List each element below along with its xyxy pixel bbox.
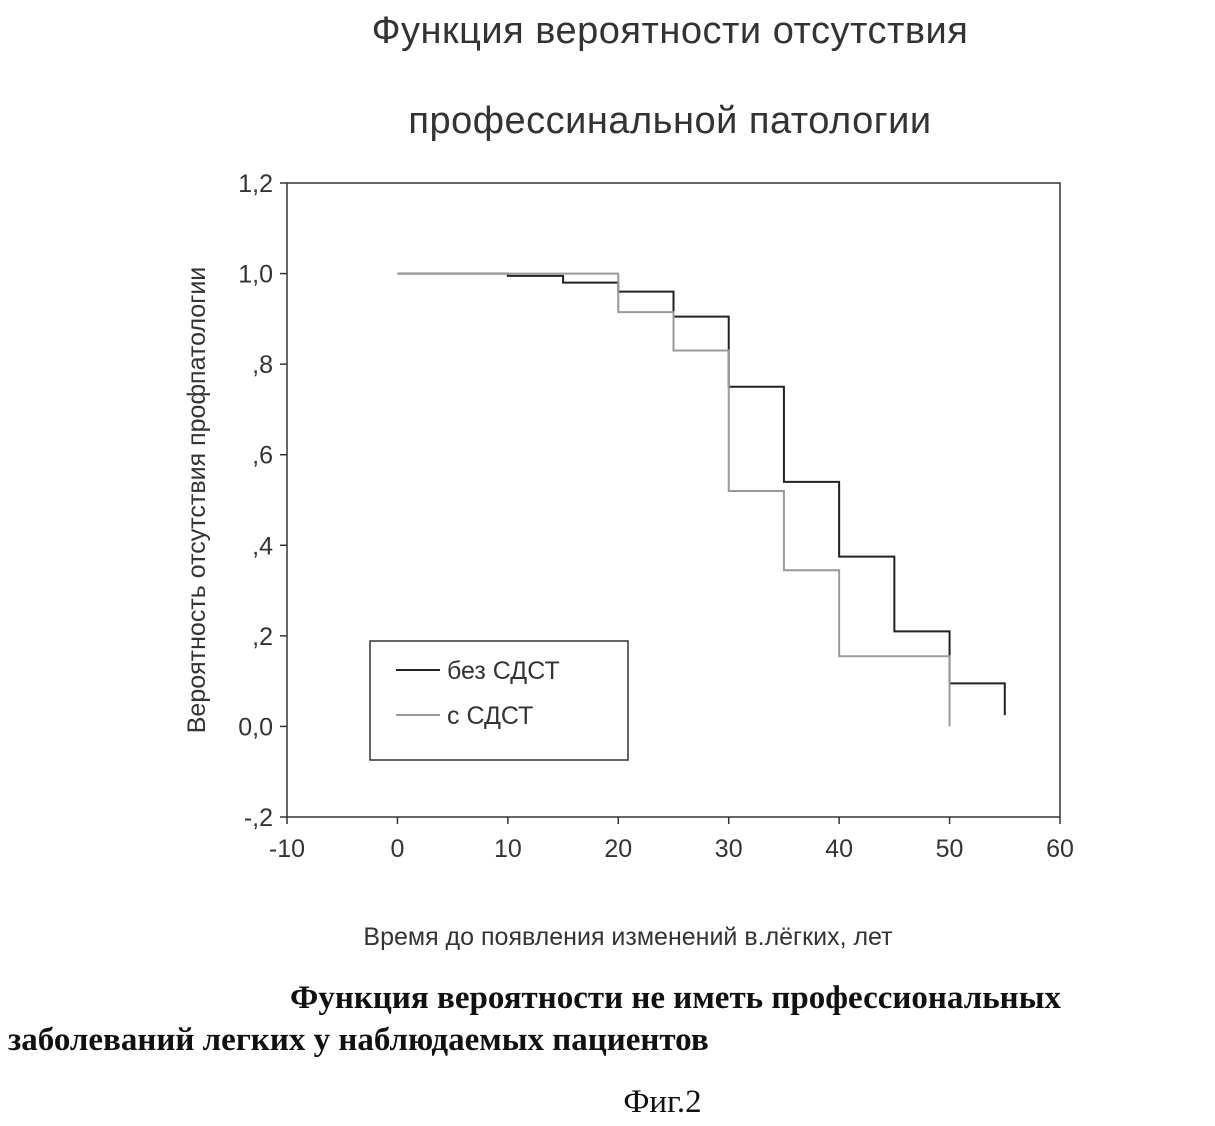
x-tick-label: 40 [825,835,853,863]
x-tick-label: 10 [494,835,522,863]
x-tick-label: 50 [936,835,964,863]
figure-label: Фиг.2 [0,1084,1215,1121]
x-tick-label: -10 [269,835,305,863]
y-tick-label: 1,0 [238,261,273,289]
y-tick-label: 0,0 [238,713,273,741]
x-tick-label: 0 [390,835,404,863]
chart-svg: -,2 0,0 ,2 ,4 ,6 ,8 1,0 1,2 -10 0 10 20 30 40 50 60 Ве… [0,0,1215,960]
caption-line2: заболеваний легких у наблюдаемых пациент… [8,1022,709,1059]
y-tick-label: ,8 [252,351,273,379]
legend-label-2: с СДСТ [447,702,533,730]
y-tick-label: ,4 [252,532,273,560]
legend: без СДСТ с СДСТ [370,641,628,760]
y-tick-label: -,2 [244,804,273,832]
x-tick-label: 60 [1046,835,1074,863]
y-axis-label: Вероятность отсутствия профпатологии [183,267,211,734]
x-axis-label: Время до появления изменений в.лёгких, л… [363,923,893,951]
y-tick-label: 1,2 [238,170,273,198]
y-tick-label: ,2 [252,623,273,651]
legend-label-1: без СДСТ [447,657,560,685]
x-tick-label: 20 [604,835,632,863]
caption-line1: Функция вероятности не иметь профессиона… [290,980,1061,1017]
x-axis-ticks: -10 0 10 20 30 40 50 60 [269,817,1074,863]
x-tick-label: 30 [715,835,743,863]
y-axis-ticks: -,2 0,0 ,2 ,4 ,6 ,8 1,0 1,2 [238,170,287,832]
y-tick-label: ,6 [252,442,273,470]
